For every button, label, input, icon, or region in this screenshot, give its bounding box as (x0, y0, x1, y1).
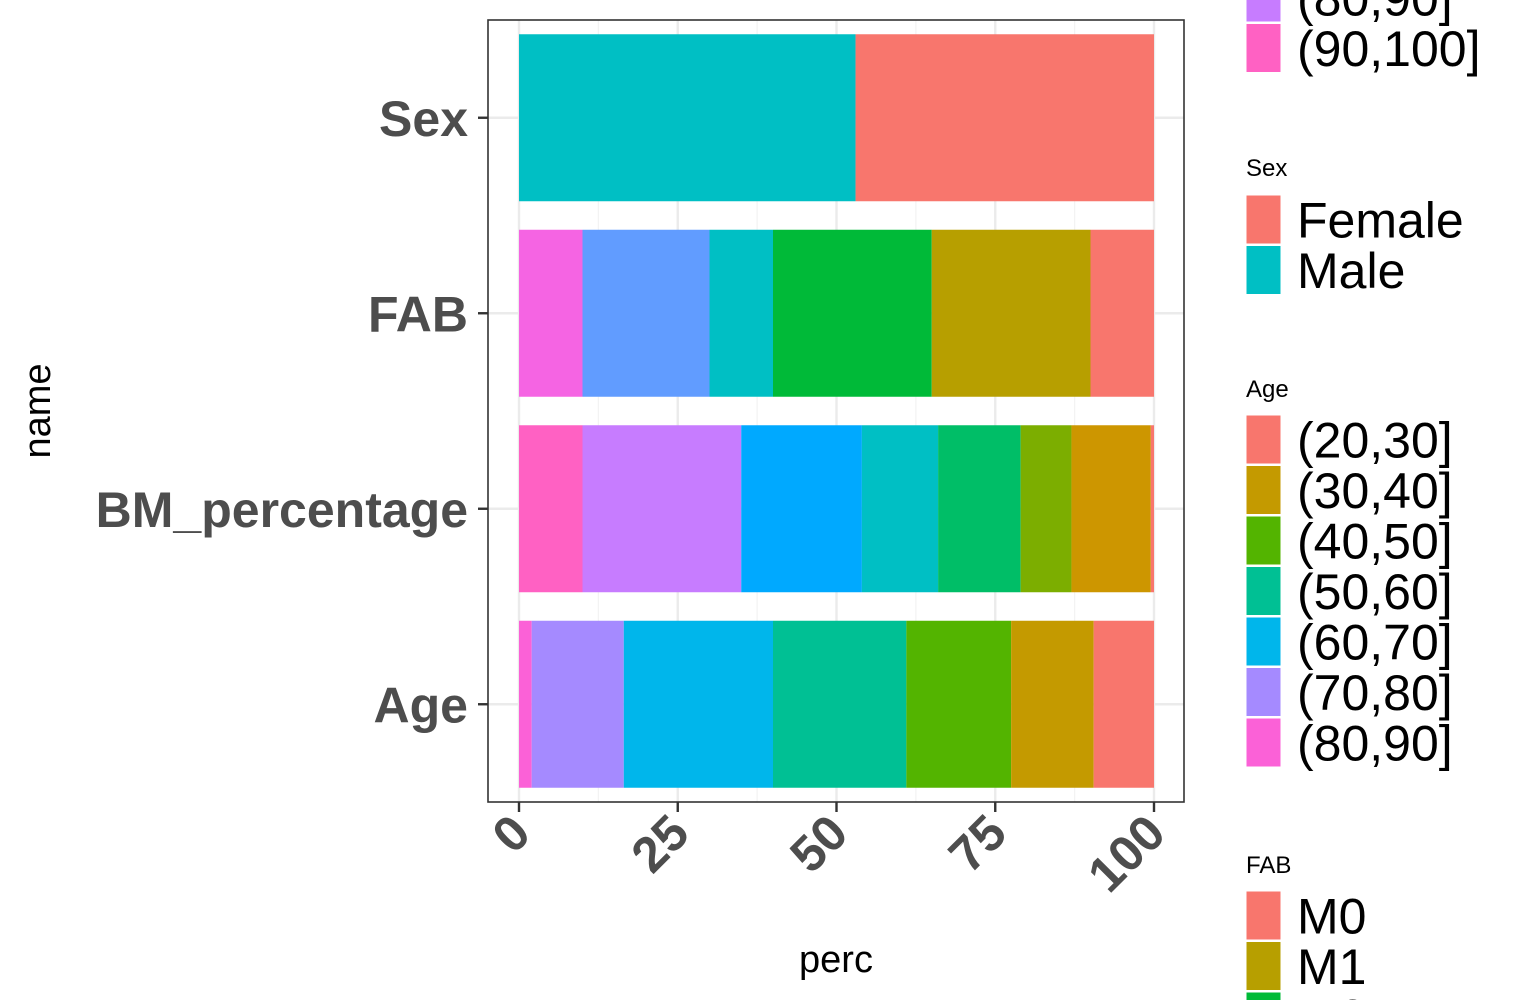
legend-key (1245, 414, 1282, 465)
x-tick-label: 0 (482, 804, 541, 863)
legend-label: (20,30] (1297, 413, 1453, 469)
bar-segment (1093, 620, 1154, 788)
legend-key (1245, 890, 1282, 941)
bar-segment (931, 229, 1091, 397)
legends: (80,90](90,100]SexFemaleMaleAge(20,30](3… (1245, 0, 1480, 1000)
bar-segment (1071, 425, 1151, 593)
legend-title: Sex (1246, 155, 1287, 182)
x-axis: 0 25 50 75 100 (482, 802, 1176, 903)
bar-segment (709, 229, 773, 397)
bar-segment (906, 620, 1012, 788)
legend-key (1245, 941, 1282, 991)
bar-bm-percentage (519, 425, 1154, 593)
bar-segment (582, 229, 710, 397)
legend-label: (80,90] (1297, 0, 1453, 27)
legend-key (1245, 991, 1282, 1000)
y-axis-title: name (17, 363, 59, 458)
bar-sex (519, 34, 1154, 202)
bars (519, 34, 1154, 788)
bar-segment (519, 229, 583, 397)
legend-age: Age (20,30](30,40](40,50](50,60](60,70](7… (1245, 376, 1453, 772)
legend-title: FAB (1246, 852, 1291, 879)
x-tick-label: 75 (938, 804, 1017, 883)
x-axis-title: perc (799, 939, 873, 981)
legend-label: (80,90] (1297, 716, 1453, 772)
bar-segment (519, 620, 532, 788)
bar-segment (623, 620, 773, 788)
bar-segment (773, 229, 932, 397)
legend-label: (40,50] (1297, 514, 1453, 570)
legend-key (1245, 245, 1282, 295)
bar-segment (938, 425, 1021, 593)
bar-segment (861, 425, 939, 593)
bar-segment (1020, 425, 1072, 593)
y-tick-label: Age (374, 677, 468, 733)
legend-label: (50,60] (1297, 564, 1453, 620)
legend-bm-percentage: (80,90](90,100] (1245, 0, 1480, 77)
bar-segment (1090, 229, 1154, 397)
bar-segment (1150, 425, 1154, 593)
legend-key (1245, 515, 1282, 566)
y-tick-label: FAB (368, 286, 468, 342)
x-tick-label: 50 (779, 804, 858, 883)
bar-segment (773, 620, 907, 788)
legend-label: Female (1297, 193, 1464, 249)
legend-key (1245, 194, 1282, 245)
legend-label: (30,40] (1297, 463, 1453, 519)
y-axis: Sex FAB BM_percentage Age (96, 91, 488, 733)
legend-key (1245, 667, 1282, 717)
legend-key (1245, 465, 1282, 515)
legend-label: (70,80] (1297, 665, 1453, 721)
legend-label: (60,70] (1297, 615, 1453, 671)
bar-segment (519, 34, 856, 202)
bar-segment (519, 425, 583, 593)
x-tick-label: 25 (621, 804, 700, 883)
legend-fab: FABM0M1M2 (1245, 852, 1366, 1000)
legend-title: Age (1246, 376, 1289, 403)
legend-key (1245, 616, 1282, 667)
legend-key (1245, 23, 1282, 73)
legend-key (1245, 566, 1282, 616)
legend-label: M2 (1297, 990, 1366, 1000)
bar-segment (531, 620, 624, 788)
y-tick-label: BM_percentage (96, 482, 468, 538)
bar-fab (519, 229, 1154, 397)
legend-label: M1 (1297, 939, 1366, 995)
bar-segment (1011, 620, 1094, 788)
bar-age (519, 620, 1154, 788)
y-tick-label: Sex (379, 91, 468, 147)
bar-segment (582, 425, 742, 593)
legend-label: Male (1297, 243, 1405, 299)
bar-segment (855, 34, 1154, 202)
legend-key (1245, 0, 1282, 23)
legend-label: (90,100] (1297, 21, 1480, 77)
bar-segment (741, 425, 862, 593)
legend-key (1245, 717, 1282, 768)
x-tick-label: 100 (1077, 804, 1176, 903)
legend-label: M0 (1297, 889, 1366, 945)
